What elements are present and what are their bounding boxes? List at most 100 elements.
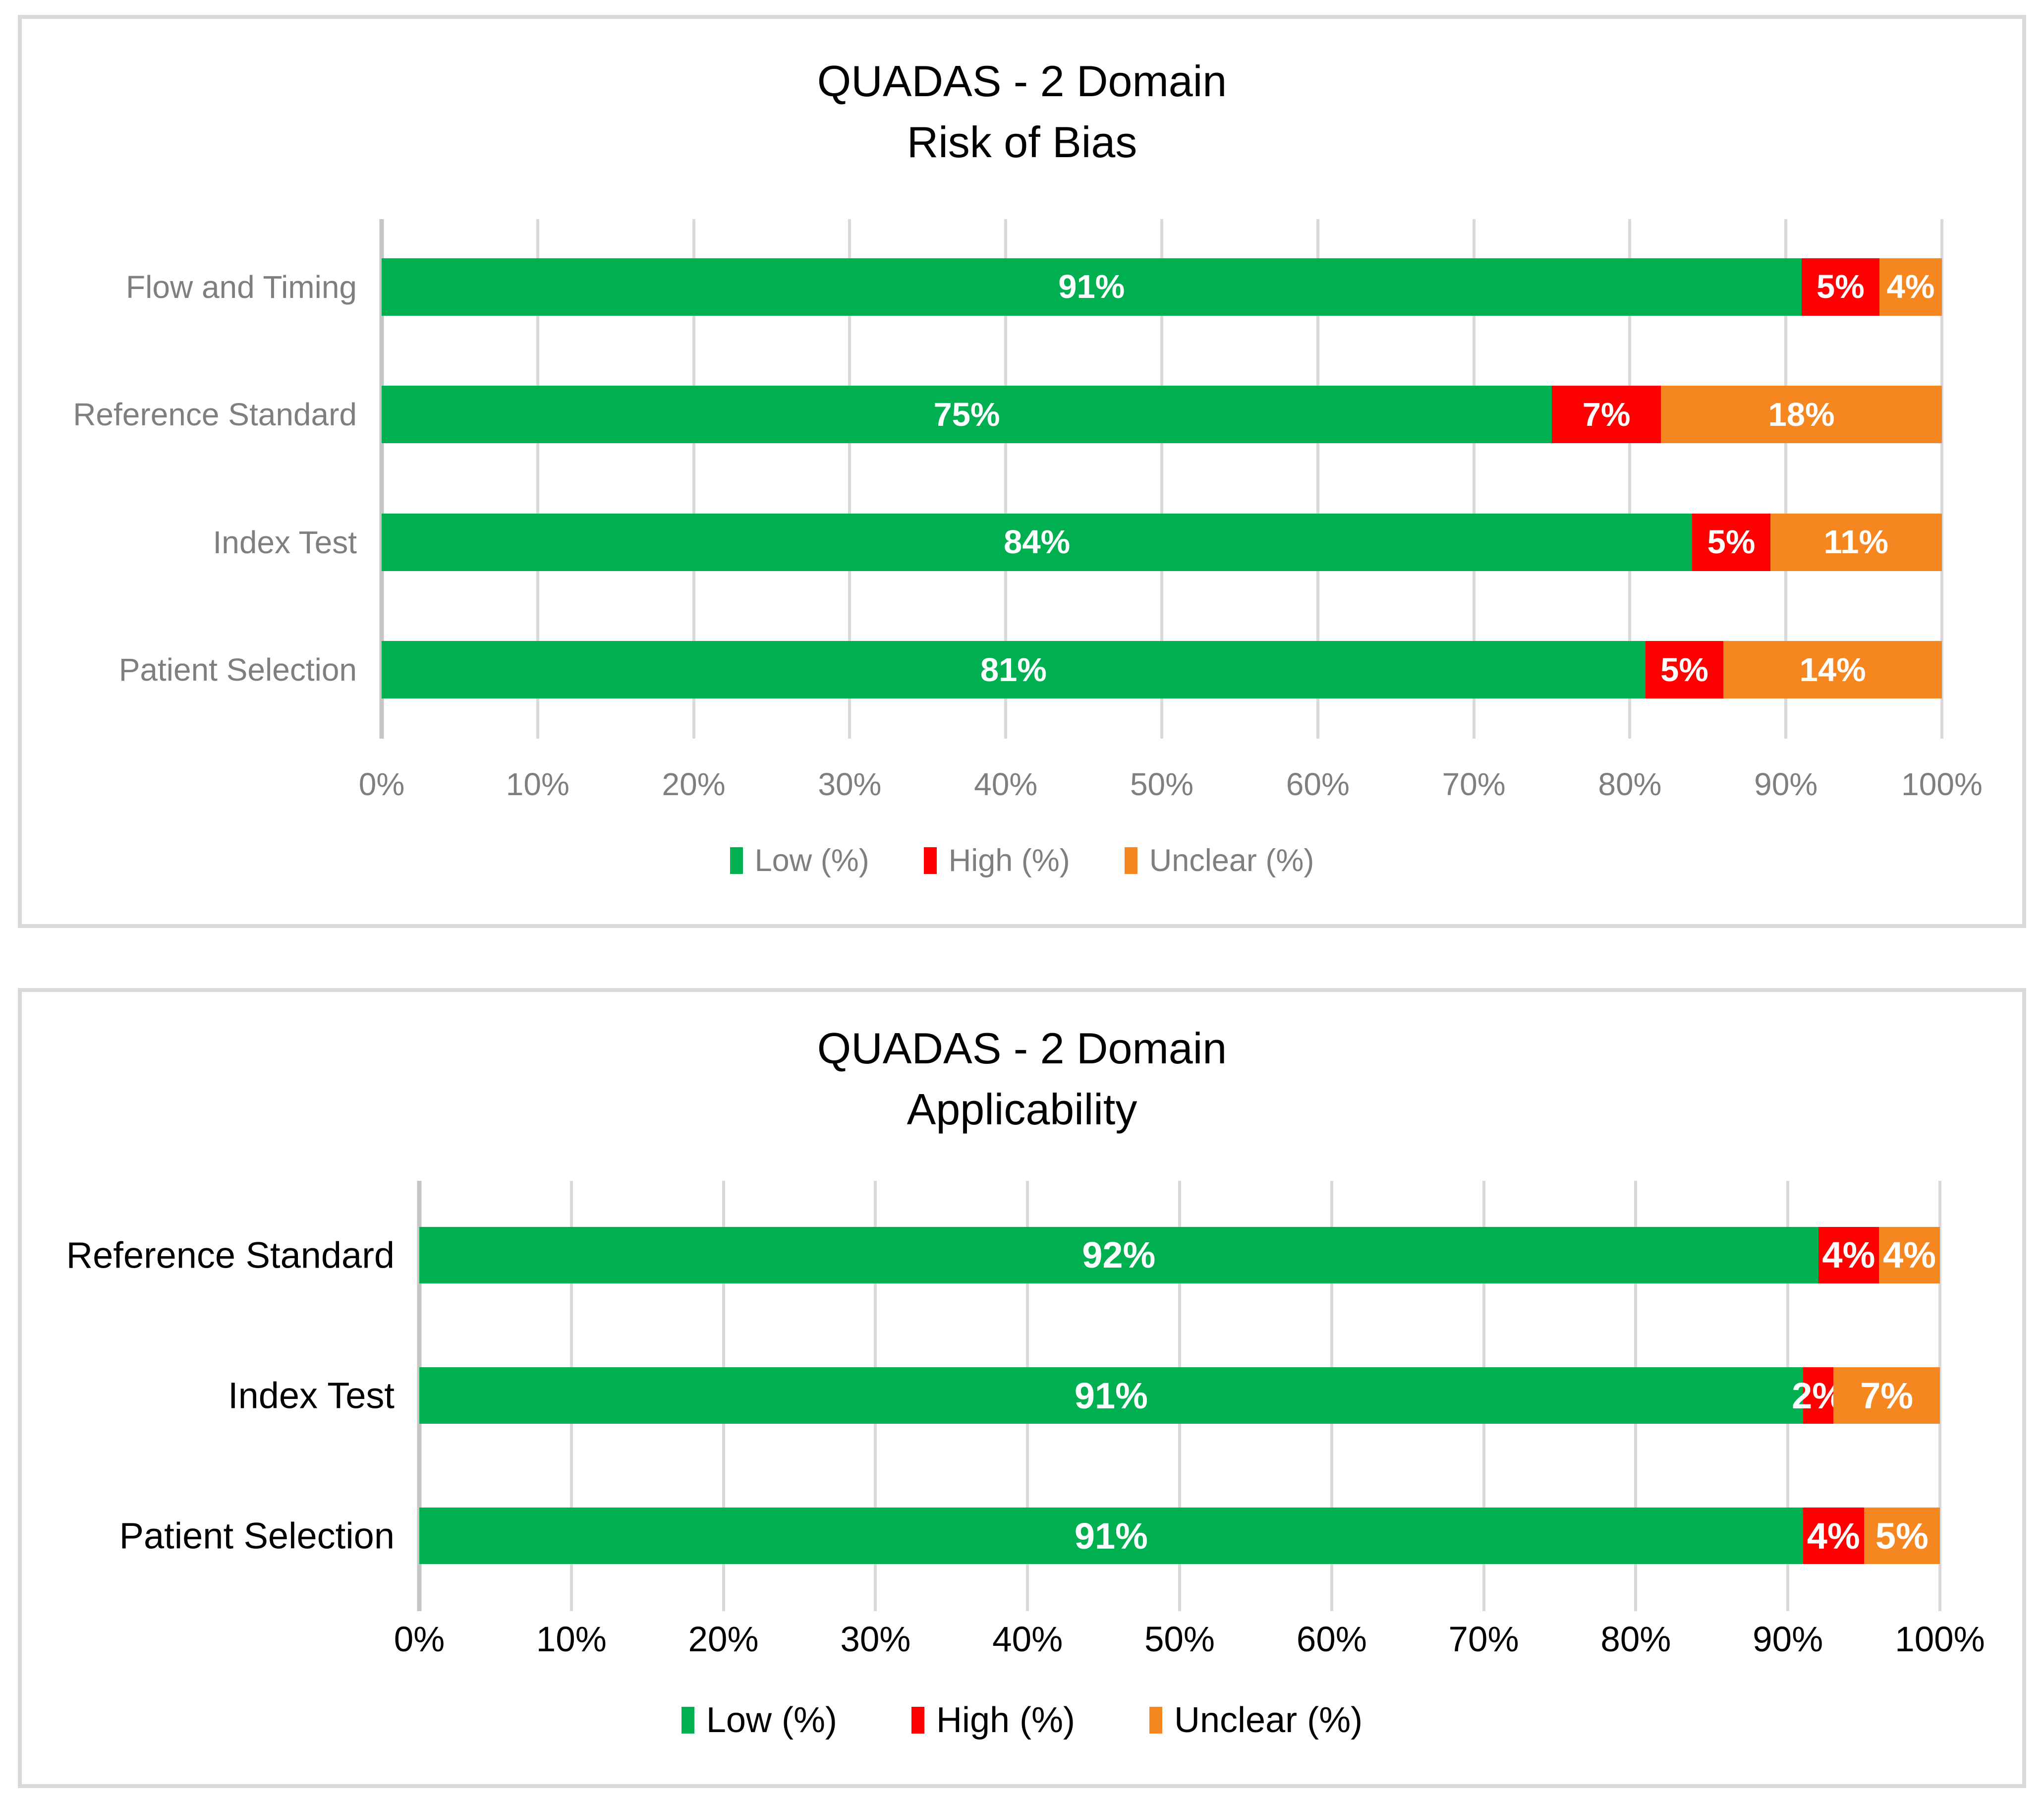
- x-tick-label: 0%: [394, 1620, 445, 1659]
- x-tick-label: 0%: [358, 766, 405, 802]
- category-axis: Flow and Timing Reference Standard Index T…: [22, 223, 357, 734]
- plot-area: 91% 5% 4% 75% 7% 18% 84% 5% 11% 81% 5% 14%: [379, 219, 1943, 739]
- x-tick-label: 60%: [1286, 766, 1350, 802]
- bar-segment-label: 5%: [1707, 523, 1756, 561]
- bar-segment-label: 91%: [1074, 1375, 1148, 1416]
- bar-segment-high: 4%: [1803, 1508, 1864, 1565]
- bars: 91% 5% 4% 75% 7% 18% 84% 5% 11% 81% 5% 14%: [382, 223, 1942, 734]
- legend-label: High (%): [936, 1700, 1076, 1740]
- x-tick-label: 50%: [1130, 766, 1194, 802]
- bar-segment-label: 5%: [1816, 268, 1865, 306]
- bar-segment-label: 5%: [1660, 651, 1708, 689]
- x-tick-label: 60%: [1296, 1620, 1367, 1659]
- bar-segment-label: 11%: [1823, 523, 1889, 561]
- risk-of-bias-chart-panel: QUADAS - 2 Domain Risk of Bias Flow and …: [18, 15, 2026, 928]
- bar-segment-low: 92%: [419, 1226, 1818, 1283]
- gridline: [1004, 219, 1008, 739]
- bar-segment-low: 81%: [382, 641, 1646, 699]
- legend-item: Unclear (%): [1124, 843, 1314, 878]
- bar-segment-high: 5%: [1692, 513, 1770, 571]
- bar-row: 81% 5% 14%: [382, 641, 1942, 699]
- x-axis-labels: 0% 10% 20% 30% 40% 50% 60% 70% 80% 90% 100%: [359, 766, 1983, 811]
- x-tick-label: 70%: [1448, 1620, 1519, 1659]
- gridline: [536, 219, 539, 739]
- gridline: [692, 219, 695, 739]
- bar-segment-unclear: 4%: [1879, 258, 1942, 316]
- x-tick-label: 40%: [992, 1620, 1063, 1659]
- category-label: Flow and Timing: [126, 269, 357, 305]
- category-label: Index Test: [228, 1375, 395, 1416]
- plot-area: 92% 4% 4% 91% 2% 7% 91% 4% 5%: [417, 1181, 1941, 1611]
- bar-segment-label: 18%: [1768, 396, 1835, 433]
- bar-segment-unclear: 4%: [1879, 1226, 1940, 1283]
- bar-row: 91% 5% 4%: [382, 258, 1942, 316]
- bar-segment-label: 14%: [1799, 651, 1866, 689]
- gridline: [1628, 219, 1632, 739]
- x-tick-label: 50%: [1144, 1620, 1215, 1659]
- gridline: [1938, 1181, 1941, 1611]
- bar-segment-high: 7%: [1552, 386, 1661, 444]
- bar-row: 84% 5% 11%: [382, 513, 1942, 571]
- bar-segment-label: 7%: [1860, 1375, 1914, 1416]
- bar-segment-label: 84%: [1004, 523, 1071, 561]
- legend-label: Unclear (%): [1174, 1700, 1363, 1740]
- bar-segment-label: 4%: [1807, 1515, 1860, 1557]
- bar-row: 92% 4% 4%: [419, 1226, 1940, 1283]
- chart-title-line2: Risk of Bias: [907, 117, 1137, 167]
- gridline: [1160, 219, 1163, 739]
- x-tick-label: 20%: [662, 766, 726, 802]
- chart-title-line1: QUADAS - 2 Domain: [817, 57, 1227, 106]
- bar-segment-label: 92%: [1082, 1234, 1156, 1276]
- legend-swatch-high: [923, 847, 937, 874]
- legend-item: Low (%): [730, 843, 869, 878]
- bar-segment-label: 75%: [933, 396, 1000, 433]
- bar-segment-high: 2%: [1792, 1367, 1845, 1424]
- bar-segment-low: 84%: [382, 513, 1693, 571]
- bar-segment-low: 91%: [419, 1367, 1803, 1424]
- y-axis-line: [379, 219, 384, 739]
- legend: Low (%) High (%) Unclear (%): [22, 843, 2022, 878]
- chart-title: QUADAS - 2 Domain Applicability: [22, 1018, 2022, 1140]
- bar-segment-high: 5%: [1645, 641, 1724, 699]
- x-tick-label: 70%: [1442, 766, 1506, 802]
- bar-segment-label: 81%: [980, 651, 1047, 689]
- legend-item: Unclear (%): [1149, 1700, 1363, 1741]
- gridline: [1784, 219, 1788, 739]
- gridlines: [379, 219, 1943, 739]
- x-tick-label: 100%: [1901, 766, 1983, 802]
- bar-segment-low: 91%: [419, 1508, 1803, 1565]
- x-axis-labels: 0% 10% 20% 30% 40% 50% 60% 70% 80% 90% 100%: [394, 1620, 1985, 1664]
- category-axis: Reference Standard Index Test Patient Sele…: [22, 1185, 395, 1606]
- x-tick-label: 80%: [1598, 766, 1662, 802]
- category-label: Patient Selection: [118, 652, 357, 688]
- bar-segment-label: 4%: [1822, 1234, 1875, 1276]
- legend-label: Unclear (%): [1149, 843, 1314, 878]
- legend-swatch-unclear: [1124, 847, 1137, 874]
- legend: Low (%) High (%) Unclear (%): [22, 1700, 2022, 1741]
- x-tick-label: 90%: [1754, 766, 1818, 802]
- bar-row: 91% 4% 5%: [419, 1508, 1940, 1565]
- bar-segment-unclear: 11%: [1770, 513, 1942, 571]
- bar-segment-high: 5%: [1801, 258, 1880, 316]
- legend-label: Low (%): [706, 1700, 837, 1740]
- x-tick-label: 90%: [1753, 1620, 1823, 1659]
- bar-row: 91% 2% 7%: [419, 1367, 1940, 1424]
- x-tick-label: 80%: [1600, 1620, 1671, 1659]
- bar-segment-label: 4%: [1883, 1234, 1936, 1276]
- bar-segment-unclear: 14%: [1723, 641, 1942, 699]
- x-tick-label: 20%: [688, 1620, 759, 1659]
- category-label: Patient Selection: [119, 1515, 395, 1557]
- x-tick-label: 10%: [536, 1620, 607, 1659]
- gridline: [1316, 219, 1319, 739]
- category-label: Reference Standard: [73, 397, 357, 433]
- gridline: [1472, 219, 1476, 739]
- gridline: [1940, 219, 1943, 739]
- gridline: [848, 219, 852, 739]
- applicability-chart-panel: QUADAS - 2 Domain Applicability Referenc…: [18, 988, 2026, 1788]
- legend-swatch-low: [730, 847, 743, 874]
- bar-segment-label: 91%: [1058, 268, 1125, 306]
- bar-row: 75% 7% 18%: [382, 386, 1942, 444]
- chart-title-line2: Applicability: [907, 1085, 1137, 1134]
- bar-segment-low: 91%: [382, 258, 1802, 316]
